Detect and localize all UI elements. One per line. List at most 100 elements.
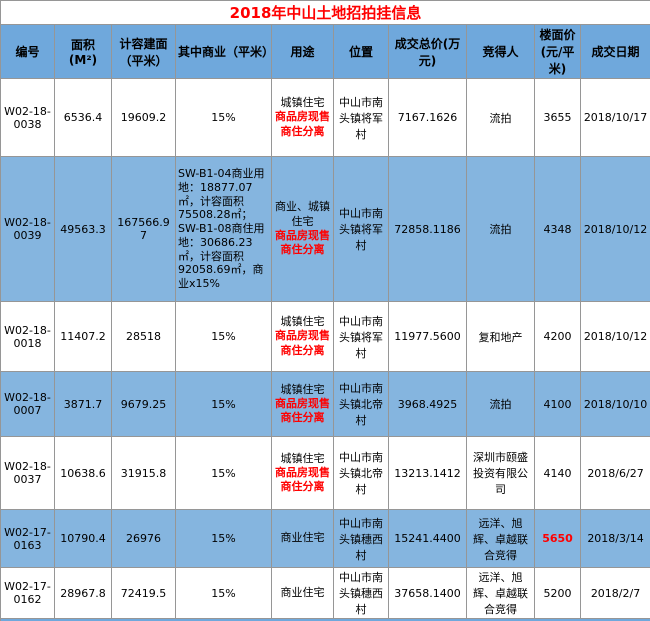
- cell-commercial: 15%: [175, 436, 272, 510]
- cell-use: 城镇住宅 商品房现售 商住分离: [271, 436, 334, 510]
- cell-gfa: 26976: [111, 509, 176, 568]
- cell-total-price: 15241.4400: [388, 509, 467, 568]
- use-condition-2: 商住分离: [280, 480, 325, 494]
- cell-id: W02-18-0007: [0, 371, 55, 437]
- table-row: W02-17-0162 28967.8 72419.5 15% 商业住宅 中山市…: [0, 567, 650, 619]
- use-condition-2: 商住分离: [280, 124, 325, 138]
- cell-area: 10790.4: [54, 509, 112, 568]
- use-condition-1: 商品房现售: [275, 110, 330, 124]
- cell-total-price: 72858.1186: [388, 156, 467, 302]
- cell-date: 2018/10/17: [579, 78, 650, 157]
- cell-location: 中山市南头镇将军村: [333, 156, 389, 302]
- use-condition-1: 商品房现售: [275, 465, 330, 479]
- col-header-buyer: 竞得人: [466, 24, 535, 79]
- cell-date: 2018/2/7: [579, 567, 650, 619]
- cell-date: 2018/3/14: [579, 509, 650, 568]
- cell-location: 中山市南头镇穗西村: [333, 509, 389, 568]
- use-condition-2: 商住分离: [280, 243, 325, 257]
- use-type-label: 城镇住宅: [280, 315, 325, 329]
- cell-area: 11407.2: [54, 301, 112, 372]
- use-type-label: 城镇住宅: [280, 96, 325, 110]
- cell-total-price: 11977.5600: [388, 301, 467, 372]
- cell-use: 商业住宅: [271, 567, 334, 619]
- col-header-number: 编号: [0, 24, 55, 79]
- cell-date: 2018/6/27: [579, 436, 650, 510]
- cell-floor-price-highlighted: 5650: [534, 509, 581, 568]
- table-row: W02-18-0018 11407.2 28518 15% 城镇住宅 商品房现售…: [0, 301, 650, 372]
- cell-use: 城镇住宅 商品房现售 商住分离: [271, 301, 334, 372]
- table-row: W02-18-0007 3871.7 9679.25 15% 城镇住宅 商品房现…: [0, 371, 650, 437]
- cell-total-price: 13213.1412: [388, 436, 467, 510]
- col-header-gfa: 计容建面（平米）: [111, 24, 176, 79]
- cell-id: W02-17-0163: [0, 509, 55, 568]
- col-header-date: 成交日期: [579, 24, 650, 79]
- cell-buyer: 流拍: [466, 156, 535, 302]
- cell-location: 中山市南头镇北帝村: [333, 436, 389, 510]
- use-condition-1: 商品房现售: [275, 329, 330, 343]
- table-row: W02-18-0038 6536.4 19609.2 15% 城镇住宅 商品房现…: [0, 78, 650, 157]
- cell-area: 3871.7: [54, 371, 112, 437]
- cell-total-price: 3968.4925: [388, 371, 467, 437]
- cell-buyer: 深圳市颐盛投资有限公司: [466, 436, 535, 510]
- use-type-label: 城镇住宅: [280, 382, 325, 396]
- cell-location: 中山市南头镇将军村: [333, 301, 389, 372]
- cell-id: W02-18-0037: [0, 436, 55, 510]
- cell-commercial: SW-B1-04商业用地：18877.07㎡，计容面积75508.28㎡； SW…: [175, 156, 272, 302]
- use-condition-2: 商住分离: [280, 411, 325, 425]
- cell-commercial: 15%: [175, 78, 272, 157]
- cell-floor-price: 4140: [534, 436, 581, 510]
- cell-floor-price: 4100: [534, 371, 581, 437]
- cell-use: 城镇住宅 商品房现售 商住分离: [271, 78, 334, 157]
- cell-id: W02-18-0038: [0, 78, 55, 157]
- cell-gfa: 31915.8: [111, 436, 176, 510]
- cell-commercial: 15%: [175, 371, 272, 437]
- col-header-total-price: 成交总价(万元): [388, 24, 467, 79]
- cell-use: 商业、城镇住宅 商品房现售 商住分离: [271, 156, 334, 302]
- cell-commercial: 15%: [175, 301, 272, 372]
- use-type-label: 城镇住宅: [280, 451, 325, 465]
- use-condition-1: 商品房现售: [275, 396, 330, 410]
- col-header-location: 位置: [333, 24, 389, 79]
- cell-use: 商业住宅: [271, 509, 334, 568]
- cell-buyer: 远洋、旭辉、卓越联合竞得: [466, 567, 535, 619]
- use-type-label: 商业、城镇住宅: [275, 200, 330, 228]
- cell-commercial: 15%: [175, 509, 272, 568]
- cell-total-price: 37658.1400: [388, 567, 467, 619]
- use-condition-2: 商住分离: [280, 343, 325, 357]
- cell-gfa: 167566.97: [111, 156, 176, 302]
- cell-gfa: 72419.5: [111, 567, 176, 619]
- cell-floor-price: 5200: [534, 567, 581, 619]
- cell-location: 中山市南头镇将军村: [333, 78, 389, 157]
- cell-gfa: 19609.2: [111, 78, 176, 157]
- cell-gfa: 9679.25: [111, 371, 176, 437]
- cell-location: 中山市南头镇北帝村: [333, 371, 389, 437]
- table-row: W02-17-0163 10790.4 26976 15% 商业住宅 中山市南头…: [0, 509, 650, 568]
- cell-buyer: 远洋、旭辉、卓越联合竞得: [466, 509, 535, 568]
- header-row: 编号 面积(M²) 计容建面（平米） 其中商业（平米） 用途 位置 成交总价(万…: [0, 24, 650, 79]
- cell-area: 49563.3: [54, 156, 112, 302]
- cell-total-price: 7167.1626: [388, 78, 467, 157]
- cell-commercial: 15%: [175, 567, 272, 619]
- cell-floor-price: 4200: [534, 301, 581, 372]
- cell-area: 6536.4: [54, 78, 112, 157]
- cell-id: W02-18-0039: [0, 156, 55, 302]
- cell-buyer: 流拍: [466, 78, 535, 157]
- cell-buyer: 流拍: [466, 371, 535, 437]
- cell-date: 2018/10/10: [579, 371, 650, 437]
- col-header-area: 面积(M²): [54, 24, 112, 79]
- cell-buyer: 复和地产: [466, 301, 535, 372]
- cell-floor-price: 4348: [534, 156, 581, 302]
- use-type-label: 商业住宅: [280, 531, 325, 545]
- use-condition-1: 商品房现售: [275, 229, 330, 242]
- use-type-label: 商业住宅: [280, 585, 325, 599]
- cell-date: 2018/10/12: [579, 301, 650, 372]
- title-row: 2018年中山土地招拍挂信息: [0, 0, 650, 25]
- cell-use: 城镇住宅 商品房现售 商住分离: [271, 371, 334, 437]
- col-header-floor-price: 楼面价(元/平米): [534, 24, 581, 79]
- col-header-use: 用途: [271, 24, 334, 79]
- cell-date: 2018/10/12: [579, 156, 650, 302]
- cell-gfa: 28518: [111, 301, 176, 372]
- table-row: W02-18-0037 10638.6 31915.8 15% 城镇住宅 商品房…: [0, 436, 650, 510]
